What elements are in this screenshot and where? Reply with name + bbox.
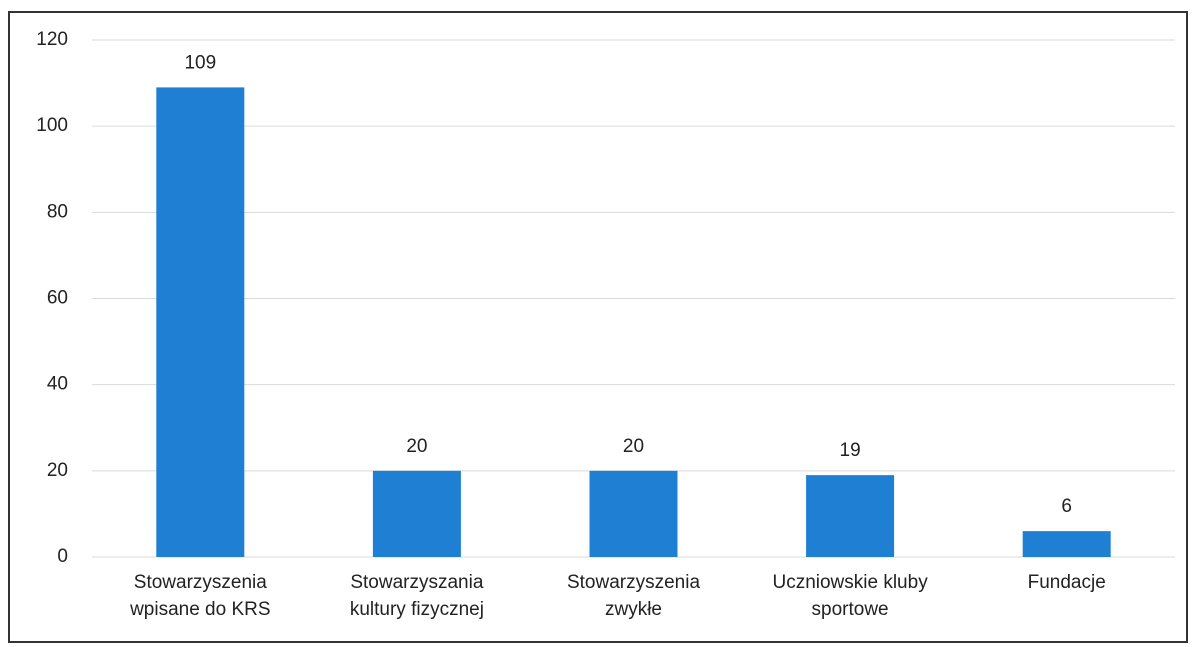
y-tick-label: 60: [47, 288, 68, 309]
data-label: 19: [840, 440, 861, 461]
data-label: 6: [1061, 496, 1072, 517]
y-tick-label: 80: [47, 201, 68, 222]
y-tick-label: 0: [57, 546, 68, 567]
chart-border: [8, 11, 1188, 643]
y-tick-label: 100: [36, 115, 68, 136]
bar: [1022, 531, 1111, 557]
bar: [372, 470, 461, 557]
x-tick-label: Stowarzyszenia zwykłe: [566, 572, 701, 620]
bar: [806, 475, 895, 557]
x-tick-label: Stowarzyszania kultury fizycznej: [349, 572, 484, 620]
data-label: 20: [623, 436, 644, 457]
bar: [156, 87, 245, 558]
y-tick-label: 120: [36, 29, 68, 50]
y-tick-label: 40: [47, 374, 68, 395]
y-tick-label: 20: [47, 460, 68, 481]
bar: [589, 470, 678, 557]
data-label: 20: [406, 436, 427, 457]
data-label: 109: [184, 52, 216, 73]
x-tick-label: Fundacje: [1027, 572, 1106, 593]
x-tick-label: Stowarzyszenia wpisane do KRS: [130, 572, 271, 620]
x-tick-label: Uczniowskie kluby sportowe: [772, 572, 928, 620]
